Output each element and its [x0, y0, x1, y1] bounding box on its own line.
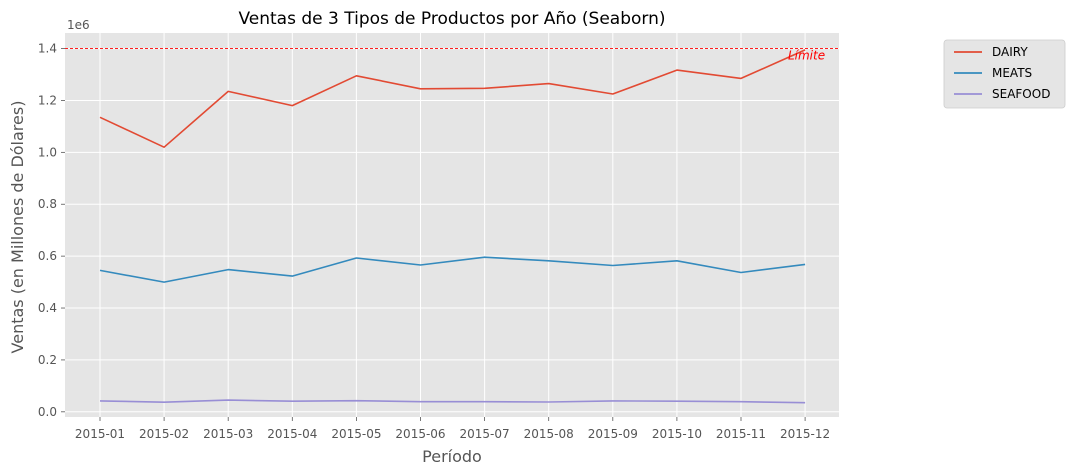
x-tick-label: 2015-08: [524, 427, 574, 441]
x-tick-label: 2015-01: [75, 427, 125, 441]
chart-title: Ventas de 3 Tipos de Productos por Año (…: [238, 9, 665, 29]
x-tick-label: 2015-07: [460, 427, 510, 441]
x-tick-label: 2015-02: [139, 427, 189, 441]
axis-ticks: 0.0 0.2 0.4 0.6 0.8 1.0 1.2 1.4 2015-01 2015-02 20…: [38, 42, 830, 441]
series-lines: [99, 49, 806, 404]
x-tick-label: 2015-05: [331, 427, 381, 441]
grid: [65, 33, 839, 417]
legend: DAIRY MEATS SEAFOOD: [943, 39, 1066, 109]
x-tick-label: 2015-09: [588, 427, 638, 441]
plot-background: [65, 33, 839, 417]
series-line-seafood: [99, 399, 806, 404]
legend-box: [943, 39, 1066, 109]
legend-label-dairy: DAIRY: [992, 45, 1028, 59]
y-axis-label: Ventas (en Millones de Dólares): [8, 101, 27, 354]
y-tick-label: 0.2: [38, 353, 57, 367]
x-tick-label: 2015-06: [395, 427, 445, 441]
legend-label-meats: MEATS: [992, 66, 1032, 80]
y-tick-label: 1.0: [38, 145, 57, 159]
x-tick-label: 2015-03: [203, 427, 253, 441]
series-line-meats: [99, 256, 806, 283]
x-tick-label: 2015-04: [267, 427, 317, 441]
x-tick-label: 2015-11: [716, 427, 766, 441]
y-tick-label: 0.6: [38, 249, 57, 263]
y-tick-label: 0.8: [38, 197, 57, 211]
reference-line-label: Límite: [788, 49, 825, 63]
y-tick-label: 1.4: [38, 42, 57, 56]
x-axis-label: Período: [422, 447, 482, 466]
reference-line-group: Límite: [65, 48, 839, 63]
x-tick-label: 2015-12: [780, 427, 830, 441]
x-tick-label: 2015-10: [652, 427, 702, 441]
y-offset-label: 1e6: [67, 18, 90, 32]
y-tick-label: 0.4: [38, 301, 57, 315]
y-tick-label: 0.0: [38, 405, 57, 419]
legend-label-seafood: SEAFOOD: [992, 87, 1050, 101]
series-line-dairy: [99, 49, 806, 148]
y-tick-label: 1.2: [38, 93, 57, 107]
